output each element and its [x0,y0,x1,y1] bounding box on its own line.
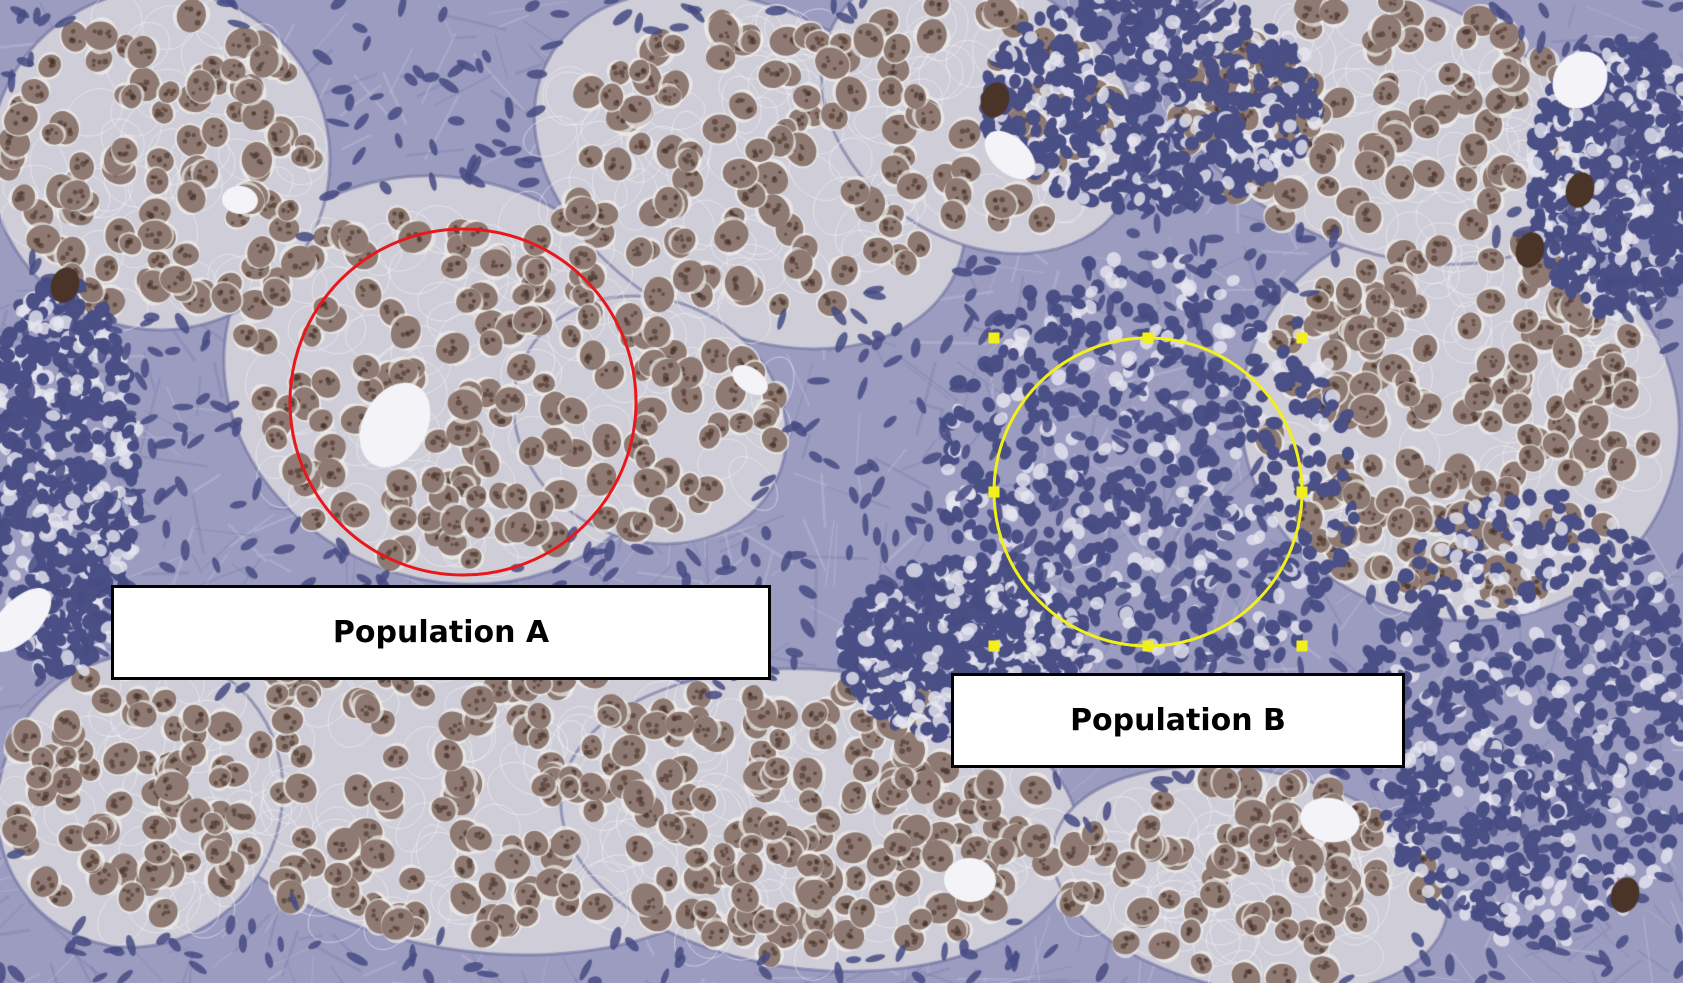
population-b-label: Population B [951,673,1405,768]
population-a-label: Population A [111,585,771,680]
